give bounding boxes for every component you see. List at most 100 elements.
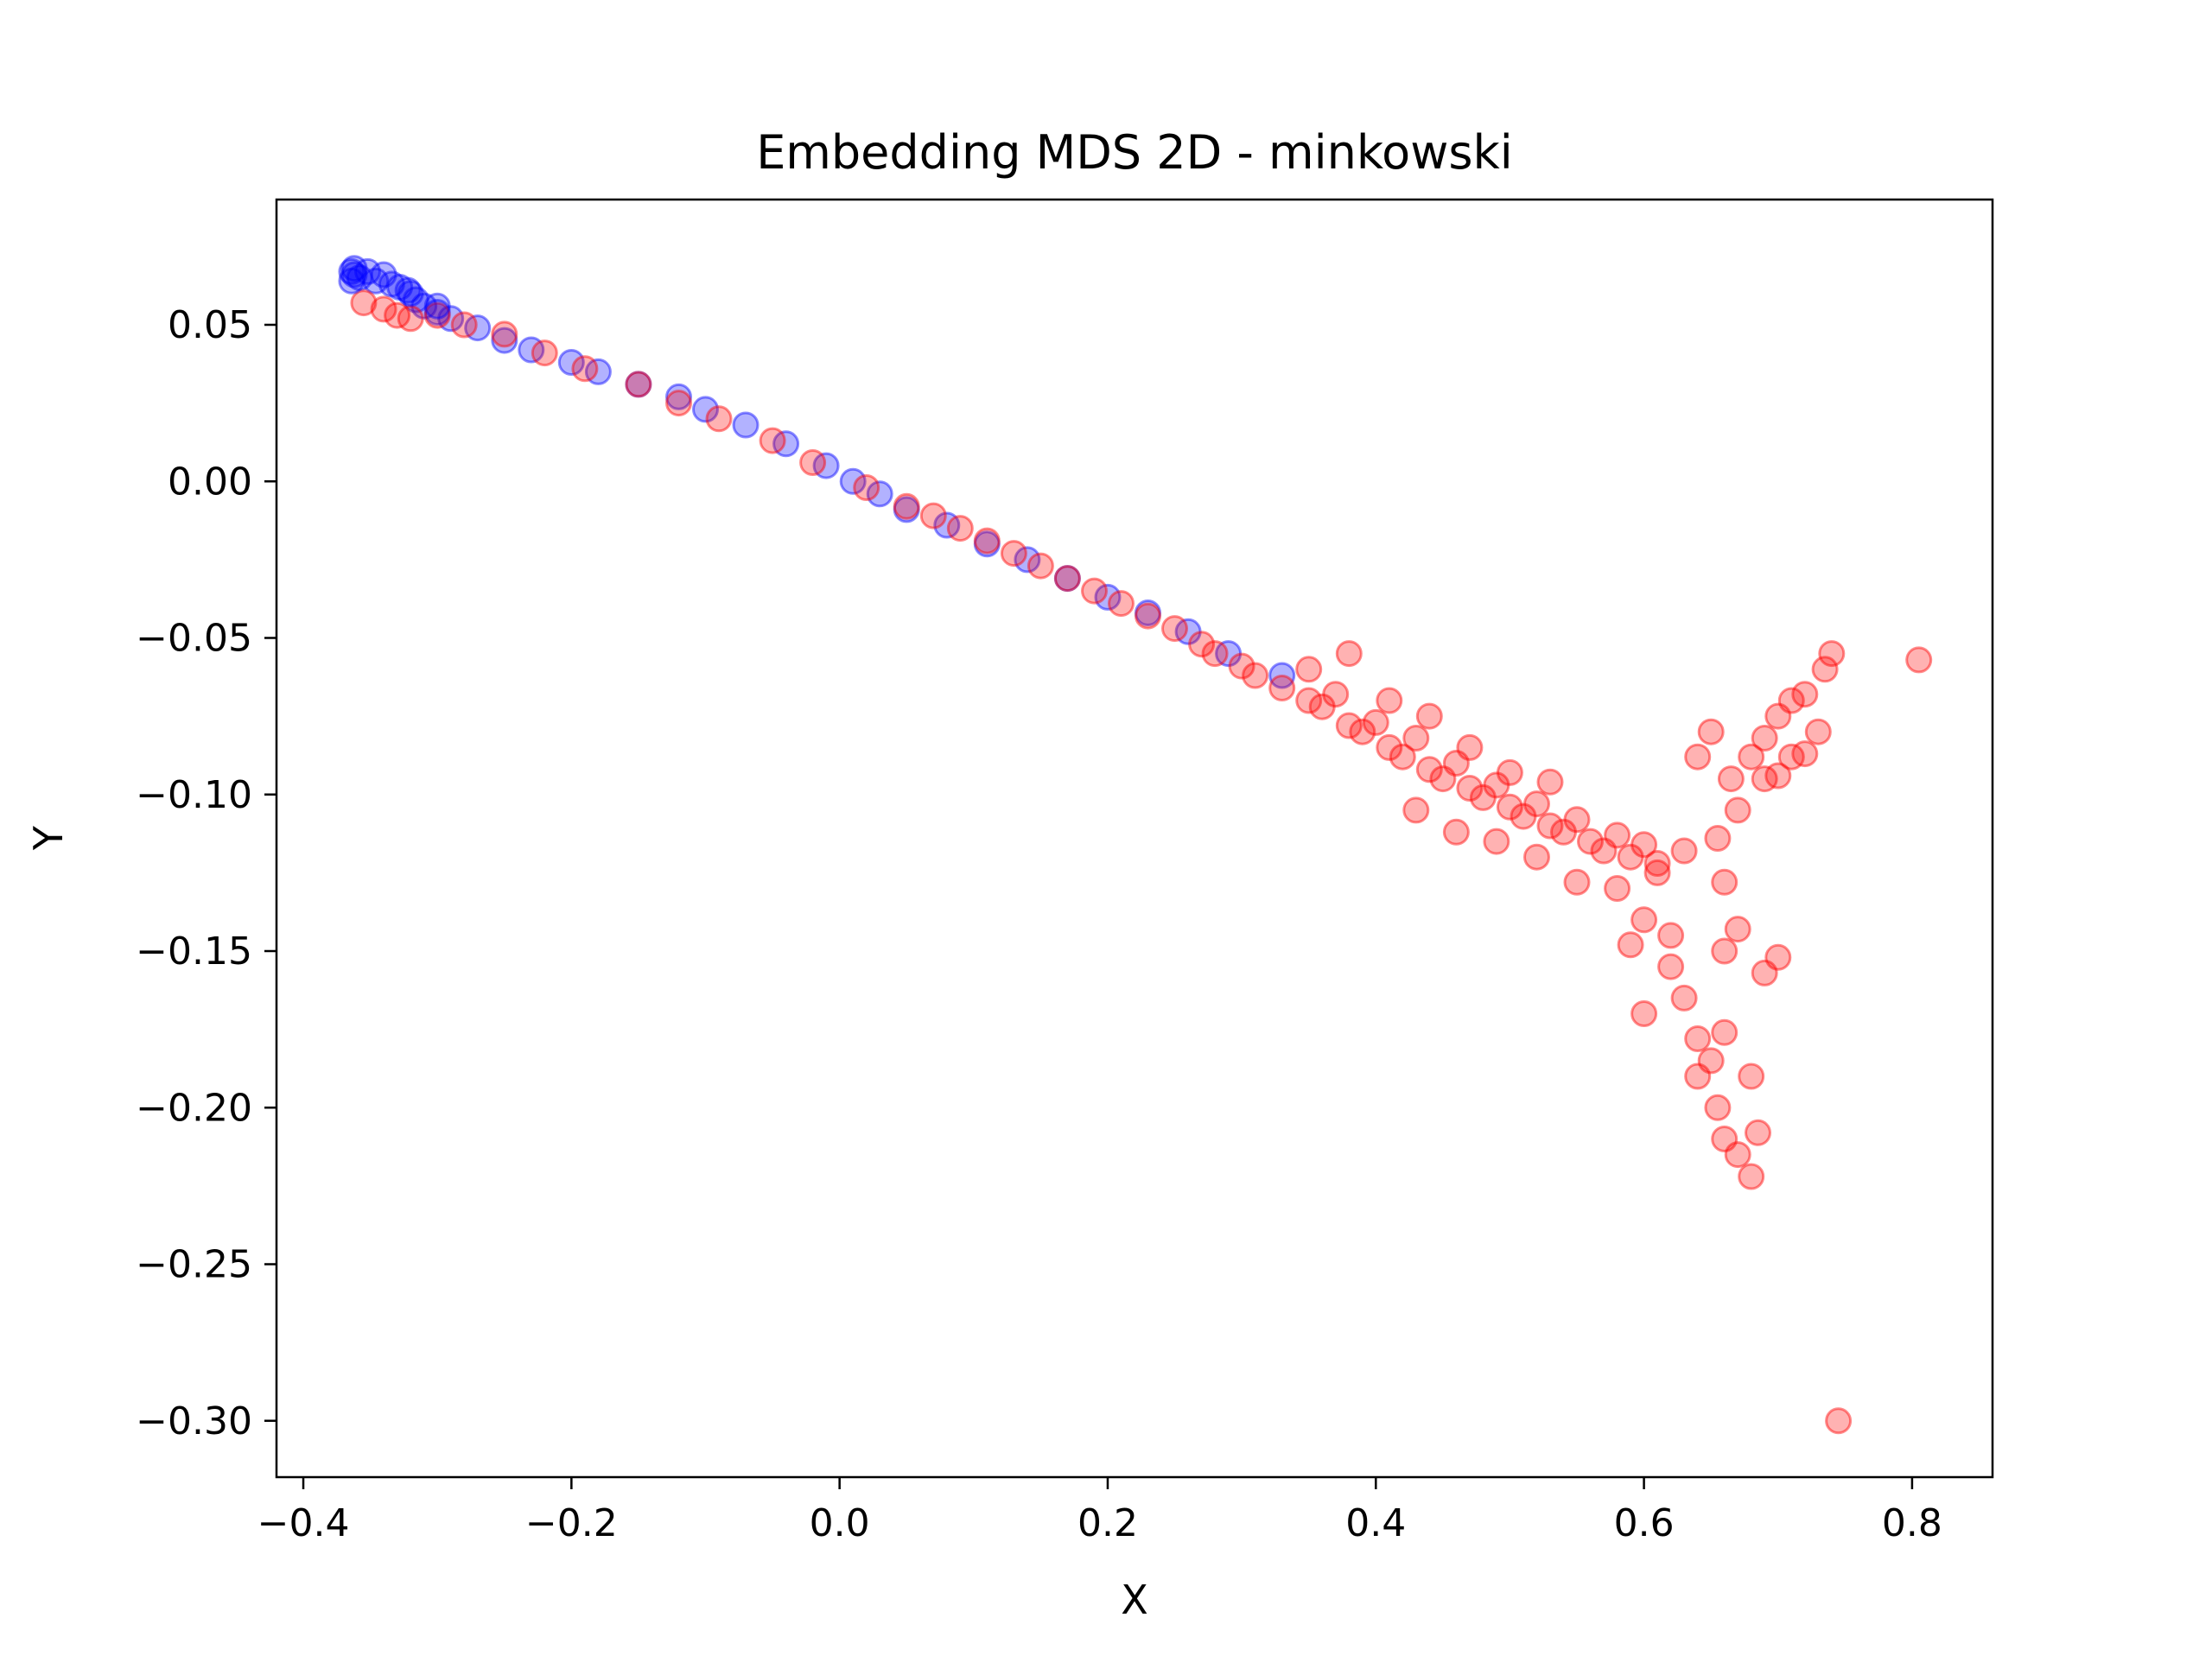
- scatter-point: [1724, 1141, 1751, 1169]
- scatter-point: [893, 492, 920, 520]
- scatter-point: [705, 405, 733, 433]
- scatter-point: [1228, 652, 1255, 680]
- scatter-point: [1295, 656, 1323, 683]
- scatter-point: [812, 452, 840, 479]
- scatter-point: [1643, 850, 1671, 877]
- scatter-point: [853, 474, 880, 501]
- scatter-point: [1745, 1119, 1771, 1146]
- scatter-point: [1811, 656, 1839, 683]
- scatter-point: [799, 449, 827, 476]
- scatter-point: [1456, 775, 1484, 802]
- x-tick-label: 0.0: [810, 1501, 870, 1545]
- scatter-point: [437, 305, 465, 333]
- scatter-point: [893, 496, 920, 523]
- scatter-point: [1402, 725, 1430, 752]
- scatter-point: [1764, 702, 1792, 730]
- scatter-point: [1469, 783, 1497, 811]
- scatter-point: [1711, 1126, 1738, 1152]
- scatter-point: [1161, 615, 1188, 643]
- scatter-point: [346, 264, 373, 292]
- scatter-point: [384, 301, 411, 329]
- scatter-point: [1268, 662, 1296, 689]
- scatter-point: [1174, 618, 1202, 645]
- scatter-point: [1825, 1407, 1853, 1435]
- scatter-point: [1577, 828, 1604, 855]
- scatter-point: [557, 349, 585, 376]
- scatter-point: [1711, 937, 1738, 965]
- scatter-point: [1094, 583, 1122, 611]
- scatter-point: [732, 411, 760, 439]
- scatter-point: [1135, 599, 1161, 626]
- scatter-point: [625, 371, 652, 398]
- scatter-point: [1027, 552, 1054, 580]
- scatter-point: [1215, 640, 1243, 668]
- scatter-point: [1724, 916, 1751, 943]
- scatter-point: [1630, 1000, 1658, 1027]
- scatter-point: [1362, 708, 1389, 736]
- scatter-point: [1704, 1094, 1732, 1121]
- scatter-point: [1376, 733, 1403, 761]
- scatter-point: [1751, 765, 1778, 793]
- scatter-point: [531, 339, 558, 367]
- scatter-point: [1818, 640, 1846, 668]
- x-tick-label: 0.6: [1614, 1501, 1675, 1545]
- scatter-point: [1188, 631, 1216, 658]
- scatter-point: [1724, 796, 1751, 824]
- scatter-point: [1550, 818, 1577, 846]
- scatter-point: [1777, 743, 1805, 771]
- scatter-point: [692, 396, 719, 423]
- scatter-point: [410, 292, 438, 320]
- scatter-point: [1604, 875, 1631, 902]
- x-tick-label: 0.2: [1077, 1501, 1138, 1545]
- scatter-point: [1791, 681, 1819, 708]
- scatter-point: [397, 305, 424, 333]
- scatter-point: [1429, 765, 1457, 793]
- scatter-point: [1242, 662, 1269, 689]
- scatter-point: [1308, 693, 1336, 720]
- scatter-point: [571, 355, 599, 383]
- scatter-point: [1764, 762, 1792, 790]
- scatter-point: [1510, 802, 1537, 830]
- scatter-point: [1135, 602, 1161, 630]
- scatter-point: [1905, 646, 1933, 674]
- y-tick-label: 0.00: [168, 460, 252, 504]
- scatter-point: [362, 267, 390, 295]
- scatter-point: [450, 311, 478, 339]
- scatter-point: [946, 515, 974, 542]
- plot-area-frame: [275, 198, 1994, 1479]
- y-tick-label: −0.15: [136, 929, 252, 974]
- scatter-point: [1684, 743, 1712, 771]
- y-tick-label: −0.20: [136, 1086, 252, 1130]
- scatter-point: [1496, 758, 1523, 786]
- scatter-point: [340, 255, 368, 282]
- scatter-point: [1751, 725, 1778, 752]
- scatter-point: [1295, 687, 1323, 714]
- scatter-point: [423, 301, 451, 329]
- scatter-point: [340, 261, 368, 289]
- scatter-point: [759, 427, 786, 454]
- scatter-point: [1322, 681, 1350, 708]
- scatter-point: [1684, 1025, 1712, 1052]
- scatter-point: [1563, 806, 1591, 834]
- scatter-point: [1777, 687, 1805, 714]
- scatter-point: [1590, 837, 1618, 865]
- scatter-point: [1764, 943, 1792, 971]
- scatter-point: [1697, 1047, 1725, 1075]
- scatter-point: [839, 467, 867, 495]
- scatter-point: [354, 257, 381, 285]
- scatter-point: [973, 527, 1001, 555]
- scatter-point: [370, 261, 397, 289]
- scatter-point: [1711, 868, 1738, 896]
- scatter-point: [338, 267, 365, 295]
- scatter-point: [1791, 740, 1819, 768]
- scatter-point: [1617, 843, 1644, 871]
- scatter-point: [1738, 743, 1765, 771]
- scatter-point: [919, 502, 947, 530]
- scatter-point: [1000, 540, 1027, 568]
- scatter-point: [1496, 793, 1523, 821]
- scatter-point: [1415, 702, 1443, 730]
- scatter-point: [772, 430, 800, 458]
- scatter-point: [378, 270, 405, 298]
- scatter-point: [584, 358, 612, 385]
- scatter-point: [1523, 843, 1550, 871]
